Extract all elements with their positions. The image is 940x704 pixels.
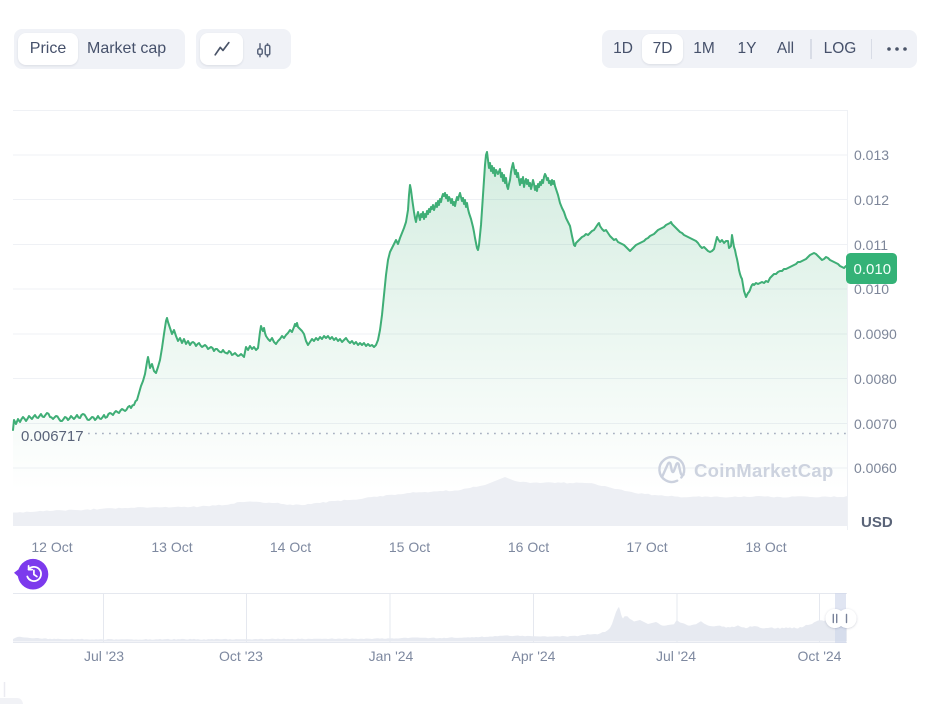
svg-text:CoinMarketCap: CoinMarketCap (694, 460, 834, 481)
